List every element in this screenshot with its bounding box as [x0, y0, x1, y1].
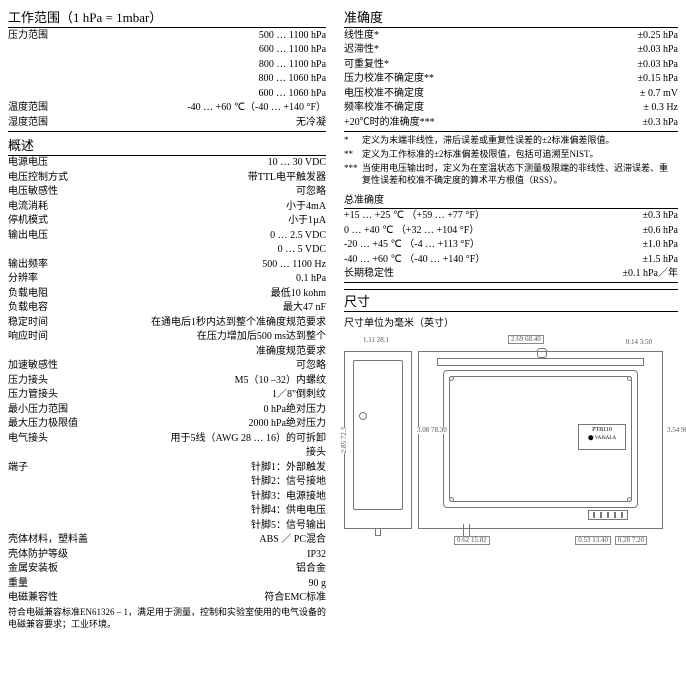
spec-row: .600 … 1060 hPa	[8, 86, 326, 101]
spec-row: 最小压力范围0 hPa绝对压力	[8, 402, 326, 417]
spec-row: 电压敏感性可忽略	[8, 185, 326, 200]
dim-bottom-r1: 0.53 13.40	[575, 536, 611, 545]
spec-row: 分辨率0.1 hPa	[8, 272, 326, 287]
spec-row: 输出频率500 … 1100 Hz	[8, 257, 326, 272]
dim-top-right: 0.14 3.50	[625, 339, 653, 346]
spec-row: 电磁兼容性符合EMC标准	[8, 591, 326, 606]
accuracy-notes: *定义为末端非线性，滞后误差或重复性误差的±2标准偏差限值。**定义为工作标准的…	[344, 133, 678, 188]
spec-row: 稳定时间在通电后1秒内达到整个准确度规范要求	[8, 315, 326, 330]
accuracy-rows: 线性度*±0.25 hPa迟滞性*±0.03 hPa可重复性*±0.03 hPa…	[344, 28, 678, 132]
drawing-front-view: PTB110 ⬤ VAISALA	[418, 351, 663, 529]
section-accuracy-title: 准确度	[344, 6, 678, 28]
spec-row: .接头	[8, 446, 326, 461]
spec-row: .800 … 1100 hPa	[8, 57, 326, 72]
spec-row: 端子针脚1：外部触发	[8, 460, 326, 475]
spec-row: 最大压力极限值2000 hPa绝对压力	[8, 417, 326, 432]
accuracy-note: *定义为末端非线性，滞后误差或重复性误差的±2标准偏差限值。	[344, 133, 678, 147]
spec-row: 电源电压10 … 30 VDC	[8, 156, 326, 171]
dim-height-left: 3.08 78.30	[416, 427, 448, 434]
spec-row: +15 … +25 ℃ （+59 … +77 °F）±0.3 hPa	[344, 209, 678, 224]
spec-row: 长期稳定性±0.1 hPa／年	[344, 267, 678, 282]
spec-row: 加速敏感性可忽略	[8, 359, 326, 374]
spec-row: 可重复性*±0.03 hPa	[344, 57, 678, 72]
accuracy-note: ***当使用电压输出时，定义为在室温状态下测量极限端的非线性、迟滞误差、重复性误…	[344, 161, 678, 187]
spec-row: 压力接头M5（10 –32）内螺纹	[8, 373, 326, 388]
spec-row: 温度范围-40 … +60 ℃（-40 … +140 °F）	[8, 101, 326, 116]
spec-row: .0 … 5 VDC	[8, 243, 326, 258]
spec-row: 迟滞性*±0.03 hPa	[344, 43, 678, 58]
spec-row: .准确度规范要求	[8, 344, 326, 359]
spec-row: 电压校准不确定度± 0.7 mV	[344, 86, 678, 101]
range-rows: 压力范围500 … 1100 hPa.600 … 1100 hPa.800 … …	[8, 28, 326, 132]
spec-row: 壳体防护等级IP32	[8, 547, 326, 562]
overview-rows: 电源电压10 … 30 VDC电压控制方式带TTL电平触发器电压敏感性可忽略电流…	[8, 156, 326, 606]
spec-row: -20 … +45 ℃ （-4 … +113 °F）±1.0 hPa	[344, 238, 678, 253]
emc-footnote: 符合电磁兼容标准EN61326 – 1，满足用于测量，控制和实验室使用的电气设备…	[8, 605, 326, 631]
section-dimensions-title: 尺寸	[344, 289, 678, 312]
spec-row: .针脚4：供电电压	[8, 504, 326, 519]
spec-row: +20℃时的准确度***±0.3 hPa	[344, 115, 678, 130]
spec-row: 电气接头用于5线（AWG 28 … 16）的可拆卸	[8, 431, 326, 446]
total-accuracy-rows: +15 … +25 ℃ （+59 … +77 °F）±0.3 hPa0 … +4…	[344, 209, 678, 284]
total-accuracy-label: 总准确度	[344, 193, 678, 209]
spec-row: 电压控制方式带TTL电平触发器	[8, 170, 326, 185]
section-overview-title: 概述	[8, 134, 326, 156]
spec-row: 湿度范围无冷凝	[8, 115, 326, 130]
section-range-title: 工作范围（1 hPa = 1mbar）	[8, 6, 326, 28]
spec-row: 压力管接头1／8"倒刺纹	[8, 388, 326, 403]
spec-row: 电流消耗小于4mA	[8, 199, 326, 214]
drawing-side-view	[344, 351, 412, 529]
dimensions-caption: 尺寸单位为毫米（英寸）	[344, 312, 678, 333]
dim-top-out: 2.69 68.40	[508, 335, 544, 344]
spec-row: 停机模式小于1µA	[8, 214, 326, 229]
spec-row: -40 … +60 ℃ （-40 … +140 °F）±1.5 hPa	[344, 252, 678, 267]
right-column: 准确度 线性度*±0.25 hPa迟滞性*±0.03 hPa可重复性*±0.03…	[344, 4, 678, 631]
spec-row: 压力范围500 … 1100 hPa	[8, 28, 326, 43]
spec-row: .800 … 1060 hPa	[8, 72, 326, 87]
spec-row: .针脚3：电源接地	[8, 489, 326, 504]
spec-row: .针脚5：信号输出	[8, 518, 326, 533]
spec-row: 重量90 g	[8, 576, 326, 591]
spec-row: 压力校准不确定度**±0.15 hPa	[344, 72, 678, 87]
spec-row: 响应时间在压力增加后500 ms达到整个	[8, 330, 326, 345]
spec-row: 线性度*±0.25 hPa	[344, 28, 678, 43]
spec-row: 频率校准不确定度± 0.3 Hz	[344, 101, 678, 116]
dim-bottom-left: 0.62 15.82	[454, 536, 490, 545]
product-label: PTB110 ⬤ VAISALA	[578, 424, 626, 450]
dim-bottom-r2: 0.28 7.20	[615, 536, 647, 545]
dim-left-width: 1.11 28.1	[362, 337, 390, 344]
left-column: 工作范围（1 hPa = 1mbar） 压力范围500 … 1100 hPa.6…	[8, 4, 326, 631]
spec-row: 输出电压0 … 2.5 VDC	[8, 228, 326, 243]
spec-row: 0 … +40 ℃ （+32 … +104 °F）±0.6 hPa	[344, 223, 678, 238]
accuracy-note: **定义为工作标准的±2标准偏差极限值，包括可追溯至NIST。	[344, 147, 678, 161]
spec-row: 金属安装板铝合金	[8, 562, 326, 577]
dim-height-right: 3.54 90	[666, 427, 686, 434]
dimension-drawing: 1.11 28.1 2.85 72.3 2.69 68.40 0.14 3.50	[344, 337, 678, 529]
spec-row: 负载电容最大47 nF	[8, 301, 326, 316]
dim-left-height: 2.85 72.3	[340, 427, 349, 453]
spec-row: .针脚2：信号接地	[8, 475, 326, 490]
spec-row: 负载电阻最低10 kohm	[8, 286, 326, 301]
spec-row: .600 … 1100 hPa	[8, 43, 326, 58]
spec-row: 壳体材料，塑料盖ABS ／ PC混合	[8, 533, 326, 548]
